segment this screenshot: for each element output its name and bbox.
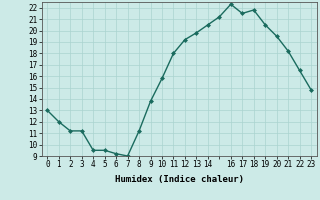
X-axis label: Humidex (Indice chaleur): Humidex (Indice chaleur) (115, 175, 244, 184)
